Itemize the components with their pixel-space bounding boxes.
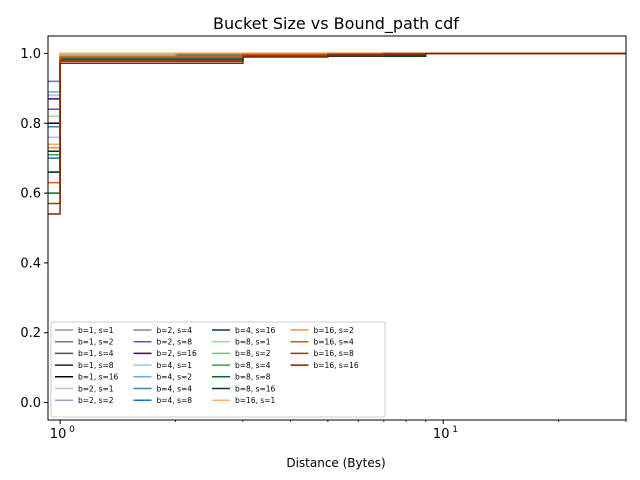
legend-label: b=2, s=2 bbox=[78, 396, 114, 405]
legend-label: b=1, s=8 bbox=[78, 361, 114, 370]
series-line-18 bbox=[48, 52, 626, 156]
legend-label: b=2, s=16 bbox=[157, 349, 198, 358]
series-line-22 bbox=[48, 52, 626, 149]
x-tick-exponent: 0 bbox=[69, 425, 75, 435]
series-line-23 bbox=[48, 52, 626, 184]
y-axis: 0.0 0.2 0.4 0.6 0.8 1.0 bbox=[20, 47, 48, 411]
legend-label: b=1, s=1 bbox=[78, 326, 114, 335]
series-line-19 bbox=[48, 52, 626, 194]
legend-label: b=4, s=8 bbox=[157, 396, 193, 405]
x-tick-label: 10 bbox=[433, 427, 450, 442]
legend: b=1, s=1 b=1, s=2 b=1, s=4 b=1, s=8 b=1, s=1… bbox=[50, 321, 386, 418]
legend-label: b=2, s=1 bbox=[78, 384, 114, 393]
x-axis-title: Distance (Bytes) bbox=[286, 456, 385, 470]
legend-label: b=1, s=16 bbox=[78, 373, 119, 382]
legend-label: b=8, s=1 bbox=[235, 338, 271, 347]
series-lines bbox=[48, 52, 626, 215]
series-line-4 bbox=[48, 52, 626, 152]
x-axis: 10 0 10 1 bbox=[50, 420, 627, 442]
series-line-24 bbox=[48, 52, 626, 205]
y-tick-label: 0.2 bbox=[20, 326, 41, 341]
plot-frame bbox=[47, 35, 627, 421]
legend-label: b=4, s=2 bbox=[157, 373, 193, 382]
legend-label: b=16, s=4 bbox=[314, 338, 355, 347]
legend-label: b=8, s=2 bbox=[235, 349, 271, 358]
series-line-21 bbox=[48, 52, 626, 145]
series-line-17 bbox=[48, 52, 626, 145]
x-tick-label: 10 bbox=[50, 427, 67, 442]
series-line-15 bbox=[48, 52, 626, 173]
y-tick-label: 1.0 bbox=[20, 47, 41, 62]
y-tick-label: 0.8 bbox=[20, 117, 41, 132]
legend-label: b=16, s=2 bbox=[314, 326, 355, 335]
legend-label: b=1, s=2 bbox=[78, 338, 114, 347]
legend-label: b=8, s=16 bbox=[235, 384, 276, 393]
legend-label: b=16, s=8 bbox=[314, 349, 355, 358]
series-line-11 bbox=[48, 52, 626, 138]
legend-label: b=2, s=8 bbox=[157, 338, 193, 347]
series-line-14 bbox=[48, 52, 626, 159]
legend-label: b=2, s=4 bbox=[157, 326, 193, 335]
legend-label: b=16, s=1 bbox=[235, 396, 276, 405]
y-tick-label: 0.6 bbox=[20, 187, 41, 202]
y-tick-label: 0.4 bbox=[20, 256, 41, 271]
y-tick-label: 0.0 bbox=[20, 396, 41, 411]
legend-label: b=8, s=4 bbox=[235, 361, 271, 370]
chart-title: Bucket Size vs Bound_path cdf bbox=[213, 14, 459, 34]
series-line-25 bbox=[48, 52, 626, 215]
series-line-13 bbox=[48, 52, 626, 128]
x-tick-exponent: 1 bbox=[452, 425, 458, 435]
series-line-20 bbox=[48, 52, 626, 173]
legend-label: b=1, s=4 bbox=[78, 349, 114, 358]
legend-label: b=4, s=16 bbox=[235, 326, 276, 335]
legend-label: b=4, s=4 bbox=[157, 384, 193, 393]
legend-label: b=8, s=8 bbox=[235, 373, 271, 382]
legend-label: b=4, s=1 bbox=[157, 361, 193, 370]
legend-box bbox=[50, 321, 386, 418]
legend-label: b=16, s=16 bbox=[314, 361, 359, 370]
